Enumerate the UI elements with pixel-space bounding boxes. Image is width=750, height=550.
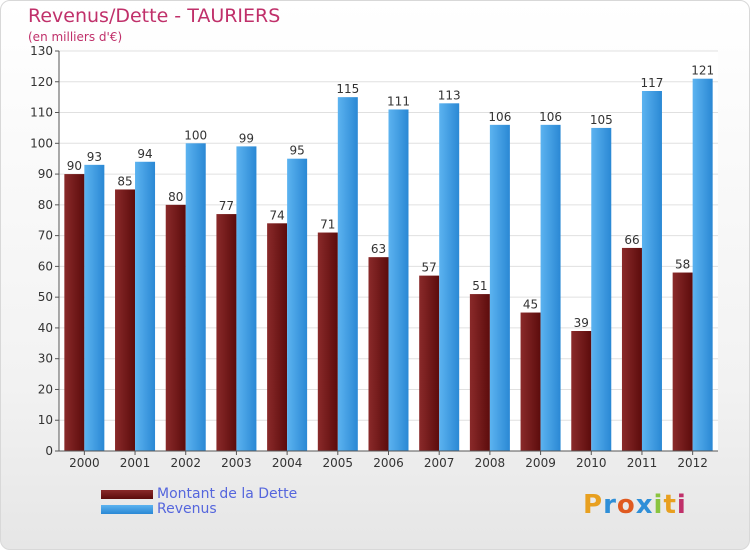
bar-dette [64, 174, 85, 452]
x-tick-label: 2008 [475, 456, 506, 470]
data-label-dette: 80 [168, 190, 183, 204]
legend-label-revenus: Revenus [157, 501, 217, 517]
bar-revenus [287, 158, 308, 451]
data-label-dette: 74 [269, 208, 284, 222]
data-label-dette: 58 [675, 258, 690, 272]
data-label-revenus: 93 [87, 150, 102, 164]
data-label-dette: 57 [422, 261, 437, 275]
chart-subtitle: (en milliers d'€) [28, 30, 123, 44]
logo-letter: o [616, 490, 636, 520]
bar-dette [368, 257, 389, 451]
y-tick-label: 80 [38, 198, 53, 212]
bar-dette [469, 294, 490, 451]
x-tick-label: 2011 [627, 456, 658, 470]
x-tick-label: 2002 [170, 456, 201, 470]
y-tick-label: 0 [45, 444, 53, 458]
data-label-revenus: 115 [336, 82, 359, 96]
x-tick-label: 2005 [323, 456, 354, 470]
data-label-dette: 90 [67, 159, 82, 173]
bar-dette [571, 331, 592, 451]
bar-dette [165, 204, 186, 451]
data-label-revenus: 113 [438, 88, 461, 102]
data-label-dette: 77 [219, 199, 234, 213]
y-tick-label: 120 [30, 75, 53, 89]
legend-swatch-revenus [101, 505, 153, 514]
y-tick-label: 40 [38, 321, 53, 335]
y-tick-label: 50 [38, 290, 53, 304]
y-tick-label: 10 [38, 413, 53, 427]
bar-revenus [388, 109, 409, 451]
bar-revenus [439, 103, 460, 452]
y-tick-label: 100 [30, 136, 53, 150]
y-tick-label: 130 [30, 44, 53, 58]
bar-revenus [641, 91, 662, 451]
bar-revenus [337, 97, 358, 452]
y-tick-label: 110 [30, 106, 53, 120]
logo-letter: r [603, 490, 617, 520]
data-label-revenus: 95 [289, 144, 304, 158]
bar-revenus [135, 161, 156, 451]
chart-title: Revenus/Dette - TAURIERS [28, 5, 281, 27]
data-label-revenus: 117 [641, 76, 664, 90]
x-tick-label: 2010 [576, 456, 607, 470]
y-tick-label: 60 [38, 259, 53, 273]
bar-revenus [692, 78, 713, 451]
bar-revenus [540, 124, 561, 451]
logo-letter: i [653, 490, 664, 520]
y-tick-label: 30 [38, 352, 53, 366]
legend-swatch-dette [101, 490, 153, 499]
bar-dette [419, 275, 440, 451]
data-label-revenus: 100 [184, 128, 207, 142]
logo-letter: x [635, 490, 654, 520]
x-tick-label: 2001 [120, 456, 151, 470]
x-tick-label: 2012 [677, 456, 708, 470]
data-label-dette: 63 [371, 242, 386, 256]
logo-letter: P [583, 490, 604, 520]
bar-dette [267, 223, 288, 451]
bar-dette [621, 247, 642, 451]
data-label-dette: 85 [117, 174, 132, 188]
bar-dette [115, 189, 136, 451]
data-label-revenus: 99 [239, 131, 254, 145]
data-label-dette: 71 [320, 218, 335, 232]
data-label-revenus: 105 [590, 113, 613, 127]
bar-revenus [185, 143, 206, 452]
x-tick-label: 2006 [373, 456, 404, 470]
data-label-revenus: 106 [539, 110, 562, 124]
x-tick-label: 2003 [221, 456, 252, 470]
x-tick-label: 2009 [525, 456, 556, 470]
bar-revenus [591, 127, 612, 451]
data-label-dette: 66 [624, 233, 639, 247]
y-tick-label: 90 [38, 167, 53, 181]
data-label-dette: 39 [574, 316, 589, 330]
bar-revenus [489, 124, 510, 451]
data-label-dette: 45 [523, 298, 538, 312]
bar-dette [520, 312, 541, 451]
proxiti-logo: Proxiti [583, 490, 687, 520]
data-label-revenus: 121 [691, 64, 714, 78]
bar-revenus [236, 146, 257, 451]
y-tick-label: 70 [38, 229, 53, 243]
bar-dette [216, 214, 237, 451]
y-tick-label: 20 [38, 382, 53, 396]
data-label-revenus: 111 [387, 94, 410, 108]
bar-dette [317, 232, 338, 451]
bar-revenus [84, 164, 105, 451]
logo-letter: t [663, 490, 677, 520]
data-label-revenus: 106 [488, 110, 511, 124]
legend-label-dette: Montant de la Dette [157, 486, 298, 502]
bar-dette [672, 272, 693, 451]
data-label-revenus: 94 [137, 147, 152, 161]
x-tick-label: 2007 [424, 456, 455, 470]
x-tick-label: 2000 [69, 456, 100, 470]
x-tick-label: 2004 [272, 456, 303, 470]
data-label-dette: 51 [472, 279, 487, 293]
logo-letter: i [676, 490, 687, 520]
